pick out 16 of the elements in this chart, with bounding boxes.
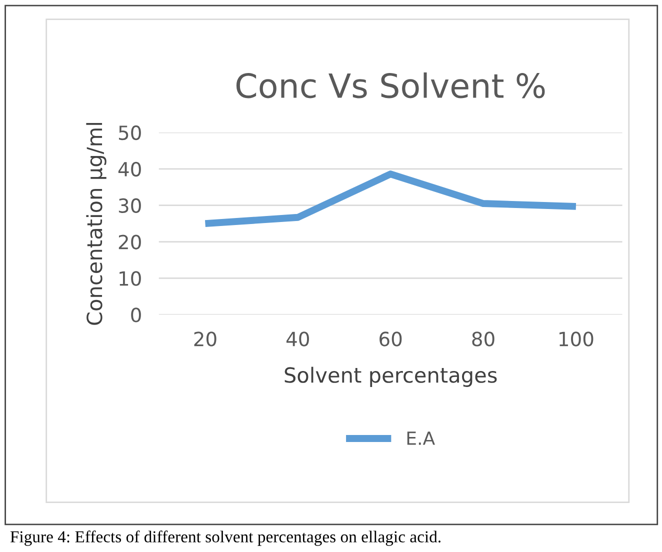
y-tick-label: 20	[118, 234, 141, 250]
caption: Figure 4: Effects of different solvent percentages on ellagic acid.	[10, 530, 440, 546]
legend-label: E.A	[407, 432, 435, 445]
y-tick-label: 30	[118, 198, 141, 214]
y-tick-label: 50	[118, 125, 141, 140]
x-tick-label: 80	[472, 332, 494, 346]
x-tick-label: 100	[560, 332, 594, 346]
x-tick-label: 60	[380, 332, 402, 346]
x-tick-label: 20	[194, 332, 216, 346]
y-axis-title: Concentation µg/ml	[86, 123, 106, 325]
x-axis-title: Solvent percentages	[284, 366, 497, 387]
chart-title: Conc Vs Solvent %	[236, 72, 545, 98]
x-tick-label: 40	[286, 332, 309, 346]
y-tick-label: 40	[118, 162, 141, 177]
y-tick-label: 10	[120, 271, 141, 286]
y-tick-label: 0	[131, 308, 141, 322]
